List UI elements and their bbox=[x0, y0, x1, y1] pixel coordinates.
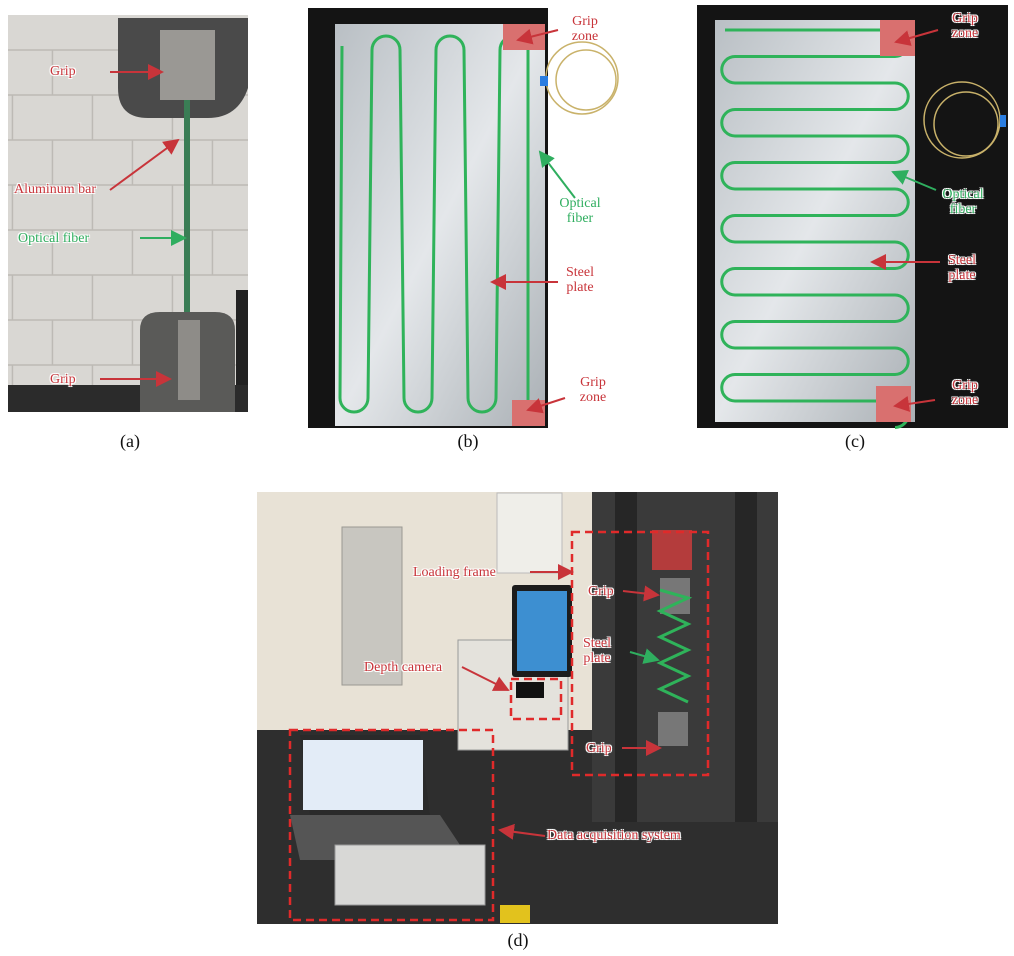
label: Grip bbox=[50, 64, 76, 79]
label: Steel plate bbox=[942, 253, 982, 283]
label: Grip bbox=[586, 741, 612, 756]
photo-a bbox=[8, 15, 248, 412]
figure: Grip Aluminum bar Optical fiber Grip Gri… bbox=[0, 0, 1014, 956]
label: Depth camera bbox=[364, 660, 442, 675]
label: Loading frame bbox=[413, 565, 496, 580]
caption: (c) bbox=[845, 431, 865, 452]
label: Grip zone bbox=[940, 11, 990, 41]
caption: (a) bbox=[120, 431, 140, 452]
label: Optical fiber bbox=[18, 231, 89, 246]
label: Data acquisition system bbox=[547, 828, 681, 843]
label: Steel plate bbox=[577, 636, 617, 666]
label: Optical fiber bbox=[935, 187, 991, 217]
photo-d bbox=[257, 492, 778, 924]
label: Steel plate bbox=[560, 265, 600, 295]
photos bbox=[0, 0, 1014, 956]
label: Grip zone bbox=[568, 375, 618, 405]
label: Aluminum bar bbox=[14, 182, 96, 197]
label: Grip zone bbox=[940, 378, 990, 408]
label: Grip zone bbox=[560, 14, 610, 44]
caption: (b) bbox=[458, 431, 479, 452]
label: Grip bbox=[588, 584, 614, 599]
caption: (d) bbox=[508, 930, 529, 951]
label: Grip bbox=[50, 372, 76, 387]
label: Optical fiber bbox=[552, 196, 608, 226]
